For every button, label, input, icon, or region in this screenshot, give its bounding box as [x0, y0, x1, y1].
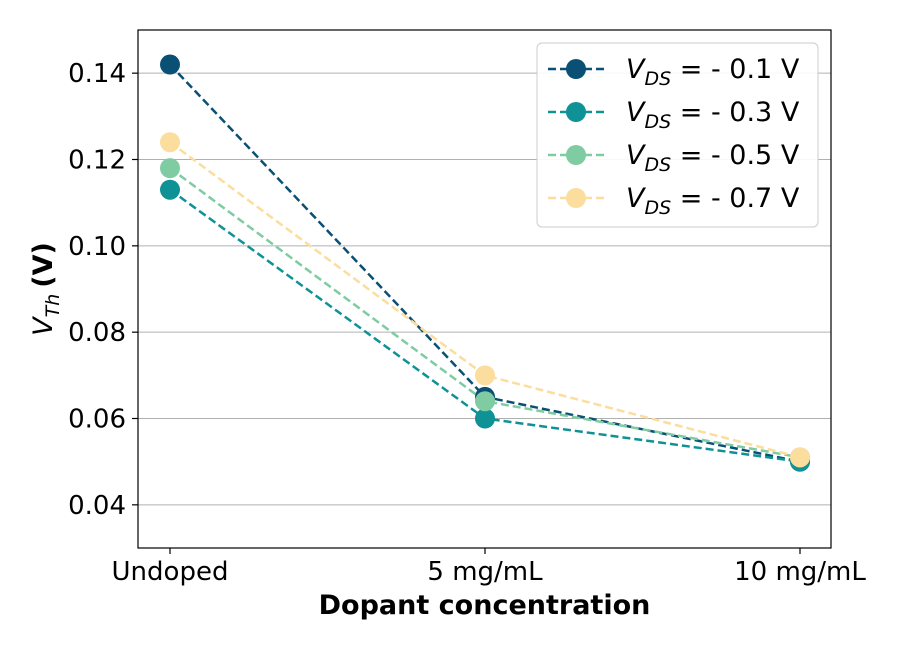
y-axis-title: VTh (V): [28, 242, 64, 336]
data-point: [160, 54, 180, 75]
legend-marker: [566, 59, 586, 79]
y-axis-title-sub: Th: [42, 294, 64, 318]
x-tick-label: 10 mg/mL: [734, 557, 866, 587]
y-tick-label: 0.14: [68, 59, 126, 89]
data-point: [790, 447, 810, 468]
data-point: [475, 365, 495, 386]
series-group: [160, 54, 810, 472]
legend-marker: [566, 145, 586, 165]
legend: VDS = - 0.1 V VDS = - 0.3 V VDS = - 0.5 V V…: [536, 42, 819, 228]
x-tick-label: Undoped: [112, 557, 229, 587]
data-point: [160, 179, 180, 200]
grid-lines: [138, 72, 831, 506]
y-tick-label: 0.12: [68, 146, 126, 176]
y-tick-label: 0.10: [68, 232, 126, 262]
data-point: [475, 391, 495, 412]
x-axis-title: Dopant concentration: [319, 590, 651, 621]
data-point: [160, 158, 180, 179]
y-axis-title-var: V: [28, 315, 59, 336]
y-axis: 0.04 0.06 0.08 0.10 0.12 0.14: [68, 59, 138, 521]
legend-marker: [566, 102, 586, 122]
legend-marker: [566, 188, 586, 208]
y-tick-label: 0.06: [68, 405, 126, 435]
legend-label: VDS = - 0.5 V: [626, 140, 800, 176]
y-axis-title-unit: (V): [28, 242, 59, 288]
data-point: [475, 408, 495, 429]
legend-label: VDS = - 0.7 V: [626, 183, 800, 219]
x-tick-label: 5 mg/mL: [427, 557, 543, 587]
legend-label: VDS = - 0.1 V: [626, 54, 800, 90]
legend-label: VDS = - 0.3 V: [626, 97, 800, 133]
legend-box: [536, 42, 819, 228]
y-tick-label: 0.04: [68, 491, 126, 521]
x-axis: Undoped 5 mg/mL 10 mg/mL: [112, 548, 866, 587]
y-tick-label: 0.08: [68, 318, 126, 348]
data-point: [160, 132, 180, 153]
